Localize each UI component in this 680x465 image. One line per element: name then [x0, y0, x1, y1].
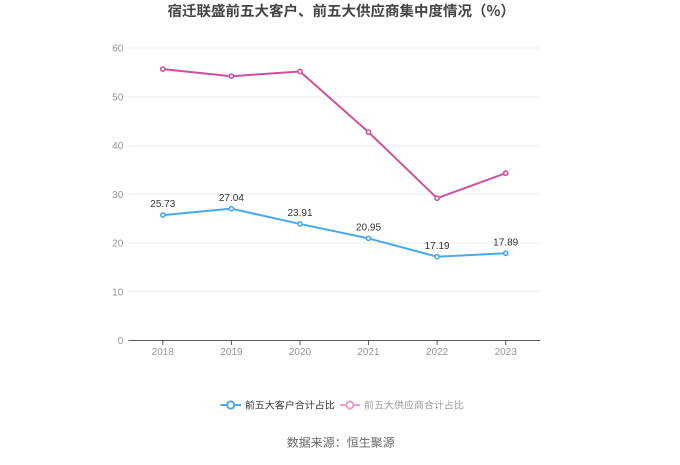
svg-text:17.89: 17.89 [493, 237, 518, 248]
svg-text:60: 60 [112, 44, 124, 55]
svg-text:2021: 2021 [357, 347, 380, 358]
svg-text:30: 30 [112, 190, 124, 201]
svg-text:27.04: 27.04 [219, 193, 244, 204]
svg-text:2018: 2018 [152, 347, 175, 358]
svg-text:10: 10 [112, 287, 124, 298]
svg-text:2020: 2020 [289, 347, 312, 358]
svg-text:2022: 2022 [426, 347, 449, 358]
svg-text:20.95: 20.95 [356, 223, 381, 234]
svg-text:50: 50 [112, 92, 124, 103]
svg-text:2019: 2019 [220, 347, 243, 358]
svg-text:2023: 2023 [495, 347, 518, 358]
svg-text:20: 20 [112, 239, 124, 250]
svg-text:25.73: 25.73 [150, 199, 175, 210]
svg-text:0: 0 [118, 336, 124, 347]
svg-text:40: 40 [112, 141, 124, 152]
svg-text:23.91: 23.91 [287, 208, 312, 219]
svg-text:17.19: 17.19 [425, 241, 450, 252]
